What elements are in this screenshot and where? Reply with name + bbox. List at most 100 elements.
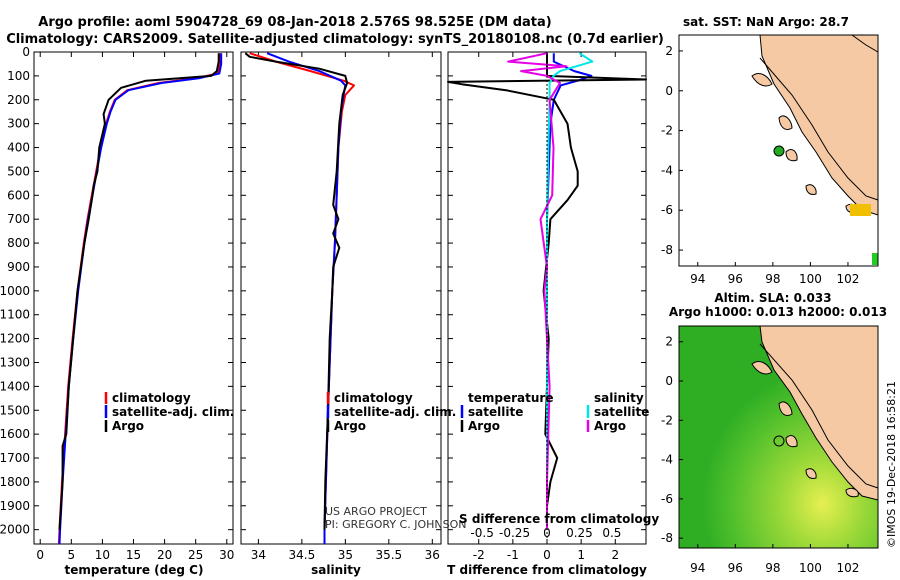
sst-yellow-patch <box>850 204 871 216</box>
x-tick-label: 25 <box>188 548 203 562</box>
pagai-island <box>805 184 817 195</box>
x-tick-label: 10 <box>95 548 110 562</box>
depth-tick-label: 600 <box>7 188 30 202</box>
map-y-tick-label: 0 <box>665 84 673 98</box>
difference-lines <box>447 52 647 530</box>
map-x-tick-label: 100 <box>799 272 822 286</box>
x-tick-label: -1 <box>507 548 519 562</box>
map-y-tick-label: -8 <box>661 531 673 545</box>
x-tick-label: 2 <box>611 548 619 562</box>
argo-position-marker <box>773 145 785 157</box>
depth-tick-label: 300 <box>7 117 30 131</box>
salinity-frame <box>240 51 442 545</box>
sst-map-frame <box>678 34 879 267</box>
shelf-contour <box>759 343 879 489</box>
sla-map-frame <box>678 325 879 549</box>
salinity-legend: climatology satellite-adj. clim. Argo <box>326 391 456 433</box>
project-credit: US ARGO PROJECT <box>325 505 427 518</box>
map-y-tick-label: 2 <box>665 335 673 349</box>
legend-temp-argo-label: Argo <box>468 419 500 433</box>
x2-tick-label: 0.5 <box>602 526 621 540</box>
x-tick-label: -2 <box>473 548 485 562</box>
sla-map-title: Altim. SLA: 0.033 <box>714 291 831 305</box>
depth-tick-label: 1000 <box>0 284 30 298</box>
depth-tick-label: 1600 <box>0 427 30 441</box>
temperature-panel: 0 5 10 15 20 25 30 temperature (deg C) climato… <box>33 51 234 577</box>
sla-map: Altim. SLA: 0.033 Argo h1000: 0.013 h200… <box>661 291 887 575</box>
depth-tick-label: 1100 <box>0 308 30 322</box>
depth-tick-label: 200 <box>7 93 30 107</box>
temperature-legend: climatology satellite-adj. clim. Argo <box>104 391 234 433</box>
depth-tick-label: 900 <box>7 260 30 274</box>
header-line2: Climatology: CARS2009. Satellite-adjuste… <box>6 32 664 47</box>
x-tick-label: 35.5 <box>375 548 402 562</box>
difference-x2label: S difference from climatology <box>459 512 659 526</box>
salinity-lines <box>244 52 355 544</box>
depth-tick-label: 100 <box>7 69 30 83</box>
x-tick-label: 20 <box>157 548 172 562</box>
map-y-tick-label: -8 <box>661 243 673 257</box>
difference-legend: temperature satellite Argo salinity sate… <box>460 391 649 433</box>
salinity-panel: 34 34.5 35 35.5 36 salinity climatology sate… <box>240 51 466 577</box>
depth-axis: 0 100 200 300 400 500 600 700 800 900 1000 1100 1200… <box>0 45 646 537</box>
x-tick-label: 15 <box>126 548 141 562</box>
pagai-island <box>805 468 817 479</box>
map-y-tick-label: 2 <box>665 44 673 58</box>
x-tick-label: 0 <box>543 548 551 562</box>
x-tick-label: 34.5 <box>289 548 316 562</box>
legend-temperature-title: temperature <box>468 391 553 405</box>
salinity-xlabel: salinity <box>311 563 361 577</box>
series-salinity-satellite <box>546 52 594 530</box>
sst-map-ticks: 94 96 98 100 102 2 0 -2 -4 -6 -8 <box>661 44 859 286</box>
depth-tick-label: 500 <box>7 164 30 178</box>
sst-map: sat. SST: NaN Argo: 28.7 94 96 98 100 102 2 0 -… <box>661 15 879 286</box>
siberut-island <box>785 149 798 162</box>
series-argo <box>58 53 220 530</box>
legend-climatology-label: climatology <box>334 391 413 405</box>
depth-tick-label: 1400 <box>0 379 30 393</box>
legend-salinity-title: salinity <box>594 391 644 405</box>
sst-green-patch <box>872 253 878 265</box>
legend-satellite-label: satellite-adj. clim. <box>112 405 234 419</box>
series-satellite-adj-clim- <box>58 53 223 545</box>
legend-temp-satellite-label: satellite <box>468 405 523 419</box>
depth-tick-label: 1200 <box>0 332 30 346</box>
map-y-tick-label: -2 <box>661 124 673 138</box>
legend-satellite-label: satellite-adj. clim. <box>334 405 456 419</box>
siberut-island <box>785 435 798 448</box>
map-x-tick-label: 94 <box>690 272 705 286</box>
nias-island <box>778 401 793 417</box>
depth-tick-label: 1800 <box>0 475 30 489</box>
sla-map-ticks: 94 96 98 100 102 2 0 -2 -4 -6 -8 <box>661 335 859 575</box>
simeulue-island <box>751 73 773 87</box>
temperature-x-ticks: 0 5 10 15 20 25 30 <box>36 52 234 562</box>
map-x-tick-label: 100 <box>799 561 822 575</box>
pi-credit: PI: GREGORY C. JOHNSON <box>325 518 466 531</box>
x-tick-label: 35 <box>338 548 353 562</box>
series-temperature-satellite <box>546 53 593 530</box>
header-line1: Argo profile: aoml 5904728_69 08-Jan-201… <box>38 15 551 30</box>
depth-tick-label: 1500 <box>0 403 30 417</box>
imos-stamp: ©IMOS 19-Dec-2018 16:58:21 <box>885 381 898 548</box>
depth-tick-label: 1900 <box>0 499 30 513</box>
series-salinity-argo <box>507 52 568 530</box>
depth-tick-label: 0 <box>22 45 30 59</box>
legend-sal-satellite-label: satellite <box>594 405 649 419</box>
map-x-tick-label: 98 <box>765 272 780 286</box>
legend-climatology-label: climatology <box>112 391 191 405</box>
map-y-tick-label: 0 <box>665 374 673 388</box>
depth-tick-label: 1700 <box>0 451 30 465</box>
x2-tick-label: 0.25 <box>566 526 593 540</box>
map-x-tick-label: 102 <box>837 561 860 575</box>
temperature-xlabel: temperature (deg C) <box>65 563 204 577</box>
x2-tick-label: -0.5 <box>470 526 493 540</box>
map-y-tick-label: -6 <box>661 492 673 506</box>
legend-sal-argo-label: Argo <box>594 419 626 433</box>
map-x-tick-label: 96 <box>728 561 743 575</box>
map-y-tick-label: -4 <box>661 163 673 177</box>
depth-tick-label: 800 <box>7 236 30 250</box>
x-tick-label: 36 <box>425 548 440 562</box>
x-tick-label: 0 <box>36 548 44 562</box>
